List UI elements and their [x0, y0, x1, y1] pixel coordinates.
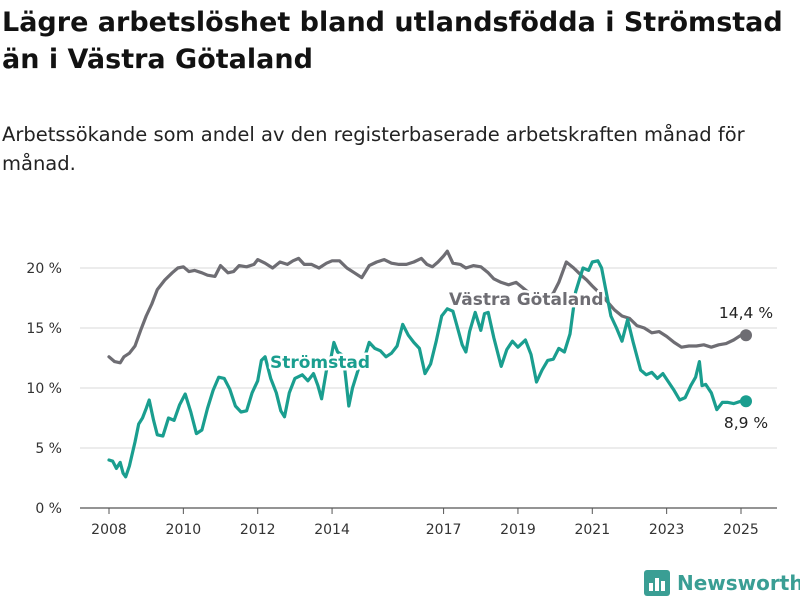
x-tick-label: 2019 [500, 522, 536, 538]
chart-title: Lägre arbetslöshet bland utlandsfödda i … [2, 7, 783, 75]
y-tick-label: 20 % [26, 261, 62, 277]
brand-logo: Newsworthy [644, 568, 800, 598]
x-tick-label: 2010 [166, 522, 202, 538]
gridlines [80, 267, 777, 509]
x-tick-label: 2014 [314, 522, 350, 538]
x-tick-label: 2017 [426, 522, 462, 538]
y-tick-label: 5 % [35, 441, 62, 457]
y-tick-label: 15 % [26, 321, 62, 337]
series-end-value-0: 14,4 % [719, 304, 773, 322]
series-line-0 [107, 249, 750, 365]
series-end-marker-0 [740, 329, 752, 342]
series-end-marker-1 [740, 395, 752, 408]
y-tick-label: 10 % [26, 381, 62, 397]
x-tick-label: 2021 [574, 522, 610, 538]
series-name-label-1: Strömstad [270, 353, 370, 373]
x-tick-label: 2025 [723, 522, 759, 538]
x-tick-label: 2008 [91, 522, 127, 538]
x-tick-label: 2023 [649, 522, 685, 538]
series-end-value-1: 8,9 % [724, 414, 768, 432]
y-tick-label: 0 % [35, 501, 62, 517]
bar-chart-logo-icon [644, 570, 670, 596]
series-layer [107, 249, 752, 479]
y-axis: 0 % 5 % 10 % 15 % 20 % [26, 261, 62, 517]
series-labels: 14,4 % 8,9 % Västra Götaland Strömstad [268, 288, 774, 433]
x-tick-label: 2012 [240, 522, 276, 538]
chart-subtitle: Arbetssökande som andel av den registerb… [2, 123, 745, 175]
x-axis: 2008 2010 2012 2014 2017 2019 2021 2023 2025 [91, 508, 759, 538]
series-name-label-0: Västra Götaland [449, 290, 604, 310]
brand-name: Newsworthy [677, 571, 800, 595]
series-line-1 [107, 259, 750, 479]
